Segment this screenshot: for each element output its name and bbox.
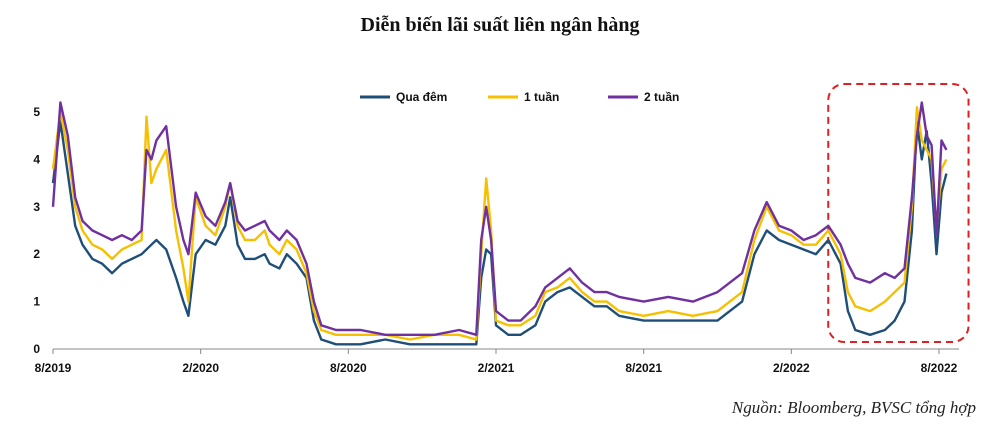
series-lines [51,101,948,346]
y-tick-label: 1 [33,295,40,309]
x-tick-label: 8/2019 [35,361,72,375]
highlight-dashed-box [827,83,970,343]
series-line-qua-đêm [51,120,948,346]
chart-canvas: 0 1 2 3 4 5 8/2019 2/2020 8/2020 2/2021 8/2021 2/20… [33,83,970,375]
y-tick-label: 2 [33,247,40,261]
source-note: Nguồn: Bloomberg, BVSC tổng hợp [731,398,976,417]
series-line-2-tuần [51,101,948,336]
x-tick-label: 2/2022 [773,361,810,375]
x-tick-label: 8/2020 [330,361,367,375]
highlight-box [827,83,970,343]
chart-title: Diễn biến lãi suất liên ngân hàng [360,14,640,36]
x-tick-label: 2/2021 [478,361,515,375]
y-tick-label: 5 [33,105,40,119]
x-tick-label: 8/2022 [921,361,958,375]
axes: 0 1 2 3 4 5 8/2019 2/2020 8/2020 2/2021 8/2021 2/20… [33,105,959,375]
y-tick-label: 4 [33,152,40,166]
series-line-1-tuần [51,106,948,341]
legend-label: 2 tuần [644,90,679,104]
y-tick-label: 3 [33,200,40,214]
y-tick-label: 0 [33,342,40,356]
legend-label: Qua đêm [396,90,447,104]
x-tick-label: 2/2020 [182,361,219,375]
legend: Qua đêm 1 tuần 2 tuần [360,90,679,104]
legend-label: 1 tuần [524,90,559,104]
x-tick-label: 8/2021 [625,361,662,375]
